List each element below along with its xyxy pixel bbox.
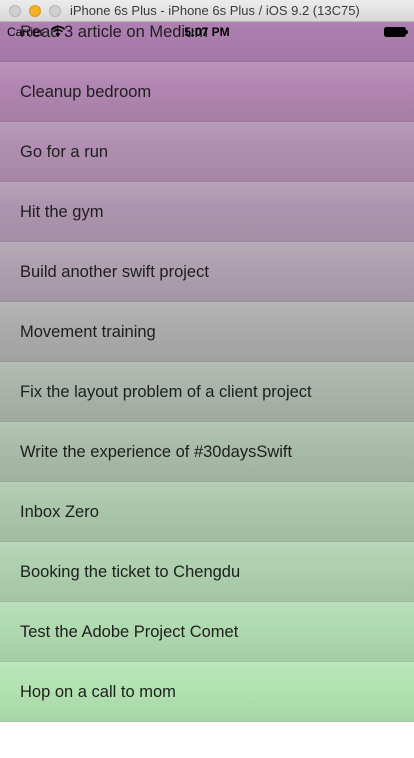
task-label: Go for a run	[20, 143, 109, 161]
task-label: Inbox Zero	[20, 503, 99, 521]
minimize-window-button[interactable]	[29, 5, 41, 17]
ios-status-bar: Carrier 5:07 PM	[0, 22, 414, 42]
task-label: Test the Adobe Project Comet	[20, 623, 239, 641]
task-label: Hop on a call to mom	[20, 683, 176, 701]
task-label: Movement training	[20, 323, 156, 341]
window-title: iPhone 6s Plus - iPhone 6s Plus / iOS 9.…	[70, 3, 360, 18]
task-row[interactable]: Test the Adobe Project Comet	[0, 602, 414, 662]
task-label: Fix the layout problem of a client proje…	[20, 383, 312, 401]
task-label: Write the experience of #30daysSwift	[20, 443, 293, 461]
task-label: Cleanup bedroom	[20, 83, 152, 101]
task-label: Hit the gym	[20, 203, 104, 221]
wifi-icon	[50, 25, 66, 37]
task-row[interactable]: Read 3 article on Medium	[0, 22, 414, 62]
task-row[interactable]: Write the experience of #30daysSwift	[0, 422, 414, 482]
battery-icon	[384, 27, 408, 37]
task-row[interactable]: Hop on a call to mom	[0, 662, 414, 722]
carrier-label: Carrier	[7, 25, 44, 39]
task-row[interactable]: Fix the layout problem of a client proje…	[0, 362, 414, 422]
task-row[interactable]: Go for a run	[0, 122, 414, 182]
task-label: Booking the ticket to Chengdu	[20, 563, 241, 581]
close-window-button[interactable]	[9, 5, 21, 17]
task-label: Read 3 article on Medium	[20, 23, 209, 41]
task-row[interactable]: Build another swift project	[0, 242, 414, 302]
task-row[interactable]: Hit the gym	[0, 182, 414, 242]
status-time: 5:07 PM	[184, 25, 230, 39]
task-row[interactable]: Movement training	[0, 302, 414, 362]
task-row[interactable]: Cleanup bedroom	[0, 62, 414, 122]
zoom-window-button[interactable]	[49, 5, 61, 17]
task-label: Build another swift project	[20, 263, 209, 281]
task-row[interactable]: Booking the ticket to Chengdu	[0, 542, 414, 602]
simulator-title-bar: iPhone 6s Plus - iPhone 6s Plus / iOS 9.…	[0, 0, 414, 22]
task-list[interactable]: Read 3 article on Medium Cleanup bedroom…	[0, 22, 414, 742]
task-row[interactable]: Inbox Zero	[0, 482, 414, 542]
